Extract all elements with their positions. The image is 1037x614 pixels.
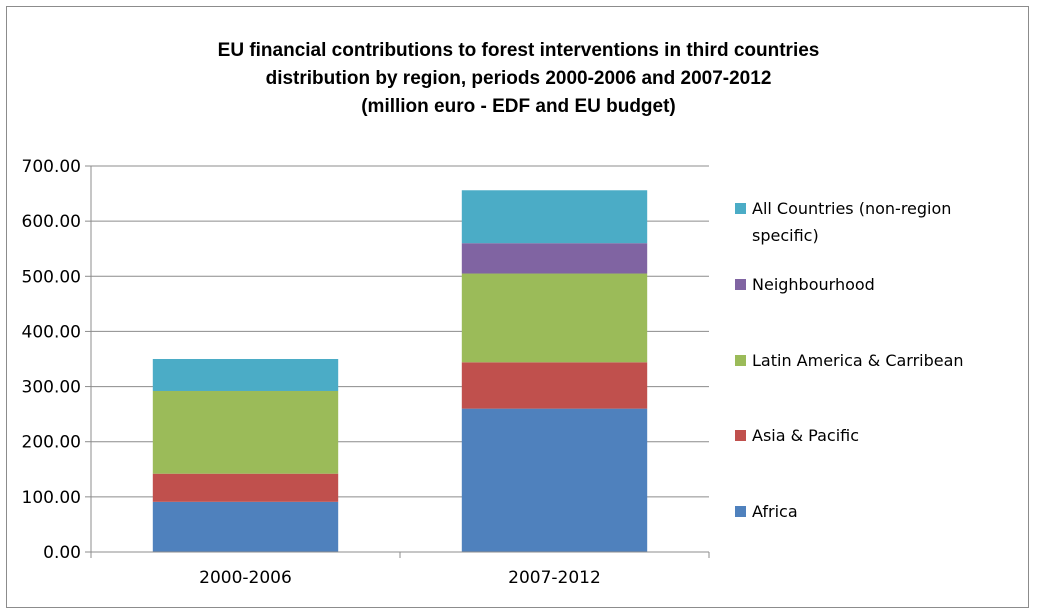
chart-title-line-2: distribution by region, periods 2000-200… — [265, 68, 772, 89]
chart-frame: EU financial contributions to forest int… — [6, 6, 1029, 608]
y-tick-label: 700.00 — [22, 157, 81, 177]
legend: All Countries (non-region specific) Neighb… — [735, 199, 964, 521]
chart-title-line-3: (million euro - EDF and EU budget) — [361, 96, 676, 117]
bar-segment — [152, 390, 339, 474]
legend-label: All Countries (non-region — [752, 199, 951, 218]
chart-title: EU financial contributions to forest int… — [7, 37, 1030, 121]
legend-label: Africa — [752, 502, 798, 521]
bar-segment — [461, 273, 648, 363]
y-tick-label: 100.00 — [22, 488, 81, 508]
y-axis: 0.00 100.00 200.00 300.00 400.00 500.00 600.00… — [22, 157, 92, 563]
legend-swatch — [735, 355, 746, 366]
legend-swatch — [735, 430, 746, 441]
stacked-bar-chart: 0.00 100.00 200.00 300.00 400.00 500.00 600.00… — [22, 157, 964, 588]
bar-segment — [461, 190, 648, 244]
x-tick-label: 2000-2006 — [199, 568, 292, 588]
bars — [152, 190, 648, 552]
x-tick-label: 2007-2012 — [508, 568, 601, 588]
x-axis: 2000-2006 2007-2012 — [90, 551, 710, 588]
y-tick-label: 600.00 — [22, 212, 81, 232]
y-tick-label: 200.00 — [22, 433, 81, 453]
y-tick-label: 400.00 — [22, 322, 81, 342]
legend-label: specific) — [752, 226, 819, 245]
y-tick-label: 500.00 — [22, 267, 81, 287]
bar-segment — [152, 473, 339, 502]
bar-segment — [152, 359, 339, 391]
legend-swatch — [735, 279, 746, 290]
legend-label: Asia & Pacific — [752, 426, 859, 445]
chart-title-line-1: EU financial contributions to forest int… — [217, 40, 820, 61]
legend-swatch — [735, 506, 746, 517]
bar-segment — [152, 501, 339, 552]
bar-segment — [461, 243, 648, 274]
y-tick-label: 0.00 — [43, 543, 81, 563]
legend-label: Neighbourhood — [752, 275, 875, 294]
y-tick-label: 300.00 — [22, 378, 81, 398]
legend-swatch — [735, 203, 746, 214]
bar-segment — [461, 362, 648, 409]
legend-label: Latin America & Carribean — [752, 351, 964, 370]
bar-segment — [461, 408, 648, 552]
